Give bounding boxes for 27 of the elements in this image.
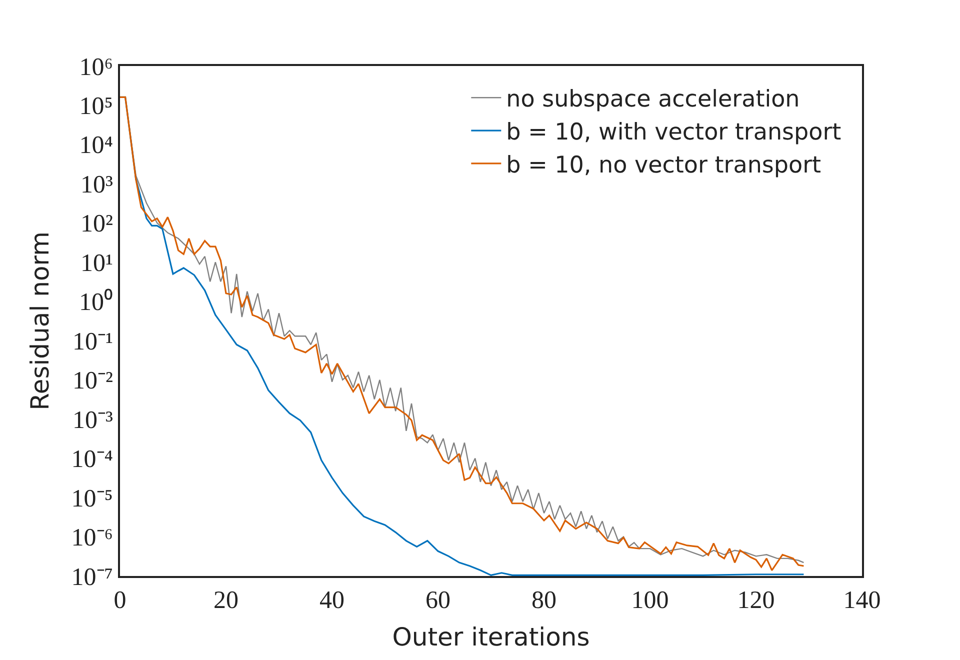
x-tick-label: 60 (426, 587, 450, 614)
y-tick-label: 10⁶ (79, 54, 113, 81)
y-tick-label: 10³ (80, 171, 114, 198)
y-tick-label: 10⁻¹ (72, 328, 113, 356)
y-tick-label: 10⁻³ (72, 406, 114, 434)
legend-label: b = 10, with vector transport (506, 120, 842, 146)
y-tick-label: 10⁴ (79, 132, 114, 160)
y-tick-label: 10⁻⁵ (71, 485, 113, 512)
y-tick-label: 10² (80, 210, 113, 238)
legend-label: no subspace acceleration (506, 86, 800, 113)
y-tick-label: 10⁵ (79, 92, 113, 120)
x-tick-label: 40 (320, 587, 344, 614)
x-tick-label: 100 (631, 587, 669, 614)
x-axis-title: Outer iterations (392, 622, 590, 652)
y-tick-label: 10⁰ (79, 288, 113, 316)
y-tick-label: 10¹ (80, 250, 113, 277)
legend-label: b = 10, no vector transport (506, 152, 822, 178)
x-tick-label: 120 (737, 587, 775, 614)
x-tick-label: 80 (532, 587, 556, 614)
y-tick-label: 10⁻² (72, 368, 113, 395)
x-tick-label: 20 (214, 587, 238, 614)
y-axis-title: Residual norm (26, 232, 55, 410)
x-tick-label: 140 (843, 587, 881, 614)
y-tick-label: 10⁻⁷ (71, 564, 113, 591)
x-tick-label: 0 (114, 587, 126, 614)
y-tick-label: 10⁻⁶ (71, 524, 113, 552)
y-tick-label: 10⁻⁴ (71, 446, 114, 474)
